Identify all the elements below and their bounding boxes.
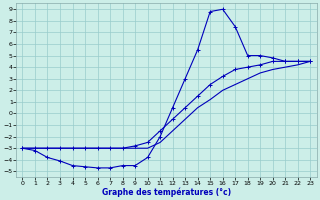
X-axis label: Graphe des températures (°c): Graphe des températures (°c) [102, 187, 231, 197]
